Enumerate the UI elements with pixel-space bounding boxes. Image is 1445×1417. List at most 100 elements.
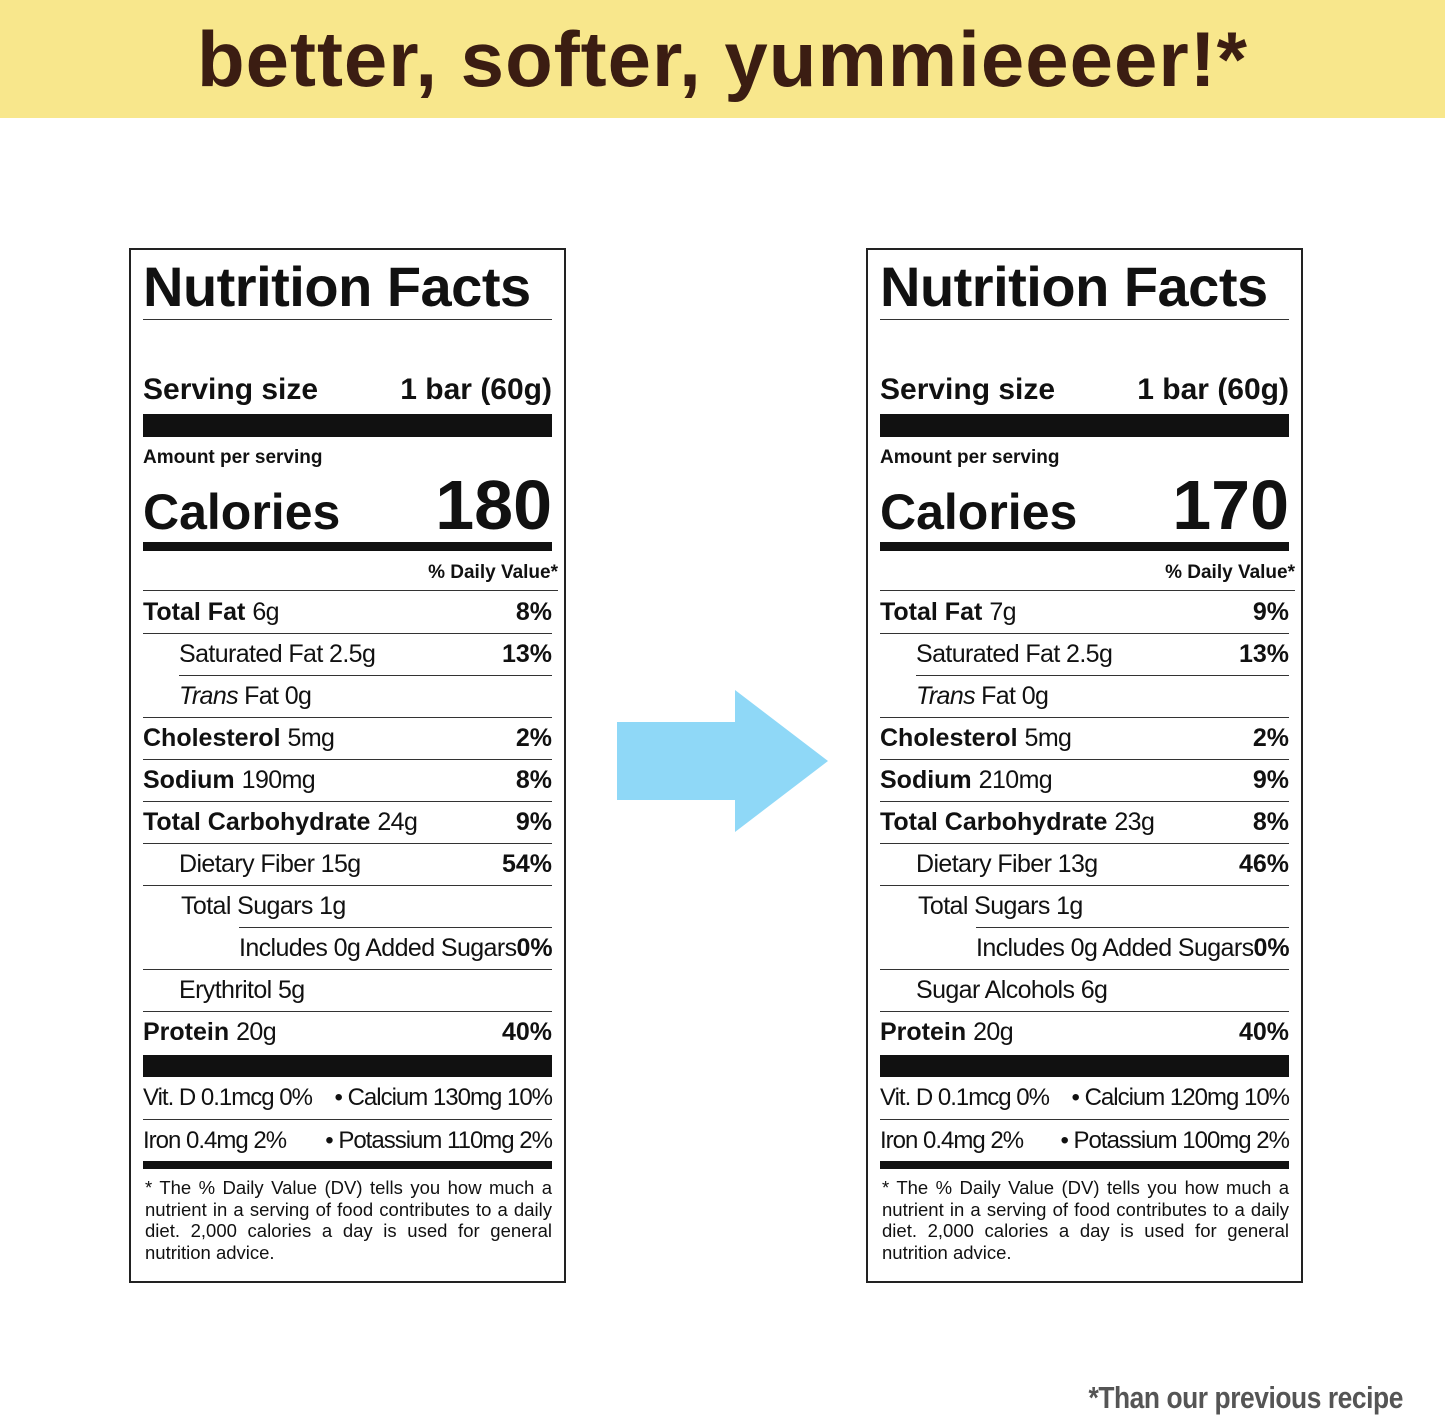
daily-value: 13%: [1238, 640, 1289, 668]
footer-note: *Than our previous recipe: [1088, 1380, 1404, 1415]
medium-rule: [880, 542, 1289, 551]
nutrient-amount: Fat 0g: [981, 682, 1049, 710]
arrow-shape: [617, 690, 828, 832]
nutrient-amount: 5mg: [1024, 724, 1072, 752]
daily-value: 54%: [501, 850, 552, 878]
nutrient-amount: 20g: [973, 1018, 1014, 1046]
nutrient-row: Cholesterol 5mg 2%: [880, 717, 1289, 759]
nutrient-row: Sodium 210mg 9%: [880, 759, 1289, 801]
nutrient-row: Total Fat 7g 9%: [880, 591, 1289, 633]
nutrient-row: Trans Fat 0g: [179, 675, 552, 717]
daily-value: 2%: [515, 724, 552, 752]
daily-value: 40%: [501, 1018, 552, 1046]
calories-label: Calories: [880, 484, 1078, 540]
nutrient-amount: Total Sugars 1g: [918, 892, 1083, 920]
daily-value: 9%: [1252, 597, 1289, 626]
nutrient-amount: Dietary Fiber 15g: [179, 850, 361, 878]
vitamin-entry: Calcium 120mg 10%: [1071, 1084, 1290, 1112]
nutrient-row: Dietary Fiber 13g 46%: [880, 843, 1289, 885]
nutrient-row: Total Fat 6g 8%: [143, 591, 552, 633]
nutrient-name: Sodium: [880, 766, 972, 794]
daily-value-header: % Daily Value*: [143, 551, 558, 591]
calories-value: 170: [1172, 466, 1289, 544]
nutrient-amount: Total Sugars 1g: [181, 892, 346, 920]
nutrient-name: Total Fat: [143, 597, 246, 626]
serving-value: 1 bar (60g): [400, 373, 552, 406]
daily-value: 40%: [1238, 1018, 1289, 1046]
amount-per-serving: Amount per serving: [143, 447, 323, 468]
daily-value: 2%: [1252, 724, 1289, 752]
calories-label: Calories: [143, 484, 341, 540]
thick-rule: [880, 1055, 1289, 1077]
nutrient-italic: Trans: [179, 682, 239, 710]
calories-value: 180: [435, 466, 552, 544]
daily-value: 13%: [501, 640, 552, 668]
serving-label: Serving size: [143, 373, 319, 406]
nutrient-row: Erythritol 5g: [143, 969, 552, 1011]
nutrient-amount: Saturated Fat 2.5g: [179, 640, 376, 668]
nutrient-row: Total Carbohydrate 23g 8%: [880, 801, 1289, 843]
daily-value: 9%: [515, 808, 552, 836]
vitamin-entry: Potassium 110mg 2%: [325, 1127, 553, 1155]
nutrient-row: Includes 0g Added Sugars 0%: [239, 927, 553, 969]
vitamin-entry: Calcium 130mg 10%: [334, 1084, 553, 1112]
daily-value: 46%: [1238, 850, 1289, 878]
nutrient-amount: Erythritol 5g: [179, 976, 305, 1004]
thick-rule: [880, 414, 1289, 437]
arrow: [617, 690, 828, 832]
nutrient-row: Dietary Fiber 15g 54%: [143, 843, 552, 885]
nutrient-name: Cholesterol: [143, 724, 281, 752]
nutrient-amount: 210mg: [978, 766, 1053, 794]
nutrient-name: Total Fat: [880, 597, 983, 626]
nutrient-amount: 20g: [236, 1018, 277, 1046]
nutrient-amount: 190mg: [241, 766, 316, 794]
nutrient-amount: Includes 0g Added Sugars: [976, 934, 1254, 962]
nutrient-row: Saturated Fat 2.5g 13%: [880, 633, 1289, 675]
medium-rule: [143, 542, 552, 551]
nutrient-name: Cholesterol: [880, 724, 1018, 752]
nutrient-row: Sugar Alcohols 6g: [880, 969, 1289, 1011]
nutrient-row: Total Sugars 1g: [880, 885, 1289, 927]
vitamin-row: Iron 0.4mg 2% Potassium 110mg 2%: [143, 1119, 553, 1161]
nutrient-italic: Trans: [916, 682, 976, 710]
nutrient-name: Protein: [880, 1018, 967, 1046]
nutrient-name: Total Carbohydrate: [143, 808, 371, 836]
nutrient-amount: Includes 0g Added Sugars: [239, 934, 517, 962]
calories-row: Calories 180: [143, 469, 552, 541]
serving-value: 1 bar (60g): [1137, 373, 1289, 406]
nutrient-row: Total Sugars 1g: [143, 885, 552, 927]
daily-value: 0%: [1253, 934, 1290, 962]
daily-value: 8%: [1252, 808, 1289, 836]
vitamin-row: Iron 0.4mg 2% Potassium 100mg 2%: [880, 1119, 1290, 1161]
nutrient-amount: Fat 0g: [244, 682, 312, 710]
footnote: * The % Daily Value (DV) tells you how m…: [145, 1177, 552, 1263]
medium-rule: [143, 1161, 552, 1169]
serving-size: Serving size 1 bar (60g): [880, 365, 1289, 415]
nutrient-amount: Sugar Alcohols 6g: [916, 976, 1108, 1004]
label-title: Nutrition Facts: [880, 250, 1289, 320]
nutrient-row: Includes 0g Added Sugars 0%: [976, 927, 1290, 969]
daily-value: 9%: [1252, 766, 1289, 794]
nutrient-rows: Total Fat 6g 8% Saturated Fat 2.5g 13% Trans F…: [143, 591, 553, 1053]
nutrition-label: Nutrition Facts Serving size 1 bar (60g) Am…: [866, 248, 1303, 1283]
vitamin-entry: Vit. D 0.1mcg 0%: [143, 1084, 313, 1111]
nutrient-amount: Dietary Fiber 13g: [916, 850, 1098, 878]
banner: better, softer, yummieeeer!*: [0, 0, 1445, 118]
nutrient-amount: 7g: [989, 597, 1016, 626]
vitamin-entry: Iron 0.4mg 2%: [880, 1126, 1024, 1154]
vitamin-entry: Iron 0.4mg 2%: [143, 1126, 287, 1154]
banner-title: better, softer, yummieeeer!*: [196, 14, 1249, 103]
nutrient-row: Saturated Fat 2.5g 13%: [143, 633, 552, 675]
daily-value: 8%: [515, 597, 552, 626]
nutrient-amount: 24g: [377, 808, 418, 836]
nutrient-row: Protein 20g 40%: [143, 1011, 552, 1053]
nutrient-row: Total Carbohydrate 24g 9%: [143, 801, 552, 843]
vitamin-row: Vit. D 0.1mcg 0% Calcium 120mg 10%: [880, 1077, 1290, 1119]
nutrient-amount: 23g: [1114, 808, 1155, 836]
serving-size: Serving size 1 bar (60g): [143, 365, 552, 415]
nutrient-rows: Total Fat 7g 9% Saturated Fat 2.5g 13% Trans F…: [880, 591, 1290, 1053]
medium-rule: [880, 1161, 1289, 1169]
label-title: Nutrition Facts: [143, 250, 552, 320]
nutrient-row: Trans Fat 0g: [916, 675, 1289, 717]
